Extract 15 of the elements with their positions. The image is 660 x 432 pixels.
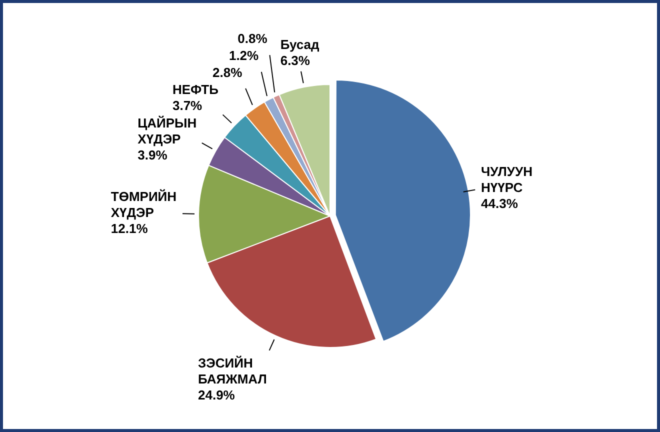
data-label: 0.8%: [238, 31, 268, 46]
slice-label: ЧУЛУУН НҮҮРС: [481, 164, 532, 196]
data-label: 1.2%: [228, 48, 260, 64]
data-label: 3.7%: [172, 98, 203, 114]
slice-label: Бусад: [280, 37, 320, 52]
data-label: 24.9%: [198, 387, 236, 402]
data-label: 3.9%: [138, 148, 168, 163]
slice-label: ТӨМРИЙН ХҮДЭР: [110, 189, 177, 220]
slice-label: НЕФТЬ: [172, 82, 218, 98]
data-label: 44.3%: [481, 196, 518, 212]
data-label: 12.1%: [110, 221, 148, 236]
data-label: 6.3%: [280, 53, 310, 68]
data-label: 2.8%: [212, 65, 243, 80]
slice-label: ЗЭСИЙН БАЯЖМАЛ: [198, 355, 267, 386]
slice-label: ЦАЙРЫН ХҮДЭР: [138, 116, 197, 147]
